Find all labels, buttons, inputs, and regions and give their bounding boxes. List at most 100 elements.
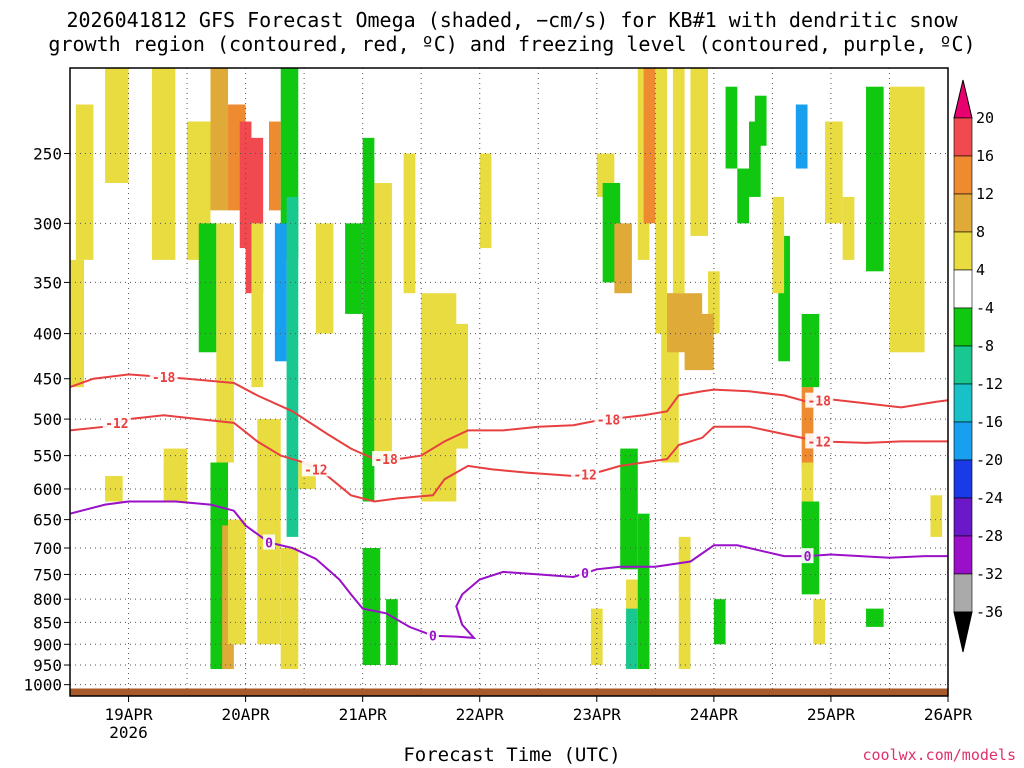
contour-label-minus12-0: -12 [105, 417, 128, 432]
omega-cell-40 [708, 271, 720, 334]
contour-label-zero-0: 0 [265, 536, 273, 551]
colorbar-swatch-3 [953, 193, 973, 233]
colorbar-swatch-13 [953, 573, 973, 613]
omega-cell-2 [105, 68, 129, 183]
omega-cell-8 [198, 223, 217, 353]
x-tick-label-24APR: 24APR [690, 705, 739, 724]
y-tick-label-1000: 1000 [23, 676, 62, 695]
colorbar-label-9: -20 [976, 451, 1003, 469]
colorbar-label-7: -12 [976, 375, 1003, 393]
colorbar-label-12: -32 [976, 565, 1003, 583]
y-tick-label-300: 300 [33, 214, 62, 233]
y-tick-label-950: 950 [33, 656, 62, 675]
colorbar-label-3: 8 [976, 223, 985, 241]
y-tick-label-650: 650 [33, 511, 62, 530]
x-tick-label-23APR: 23APR [573, 705, 622, 724]
omega-cell-15 [251, 223, 264, 388]
y-tick-label-250: 250 [33, 144, 62, 163]
colorbar-label-10: -24 [976, 489, 1003, 507]
y-tick-label-800: 800 [33, 590, 62, 609]
omega-cell-47 [801, 387, 814, 470]
contour-label-bg-minus12-1 [301, 461, 330, 477]
colorbar-swatch-10 [953, 459, 973, 499]
omega-cell-29 [386, 599, 398, 666]
omega-cell-5 [210, 68, 229, 211]
chart-title-line2: growth region (contoured, red, ºC) and f… [48, 32, 976, 56]
contour-label-minus18-1: -18 [374, 453, 398, 468]
omega-cell-38 [672, 68, 685, 294]
omega-cell-61 [637, 513, 650, 670]
colorbar-top-arrow [953, 79, 973, 119]
omega-cell-52 [825, 121, 843, 224]
credit-link[interactable]: coolwx.com/models [862, 746, 1016, 764]
colorbar-label-0: 20 [976, 109, 994, 127]
colorbar-swatch-2 [953, 155, 973, 195]
omega-cell-11 [269, 121, 281, 211]
contour-label-bg-minus18-0 [149, 369, 178, 385]
omega-cell-42 [684, 313, 714, 371]
omega-cell-24 [374, 182, 392, 463]
omega-cell-63 [678, 536, 691, 670]
omega-cell-20 [280, 548, 299, 670]
x-tick-label-26APR: 26APR [924, 705, 973, 724]
omega-cell-23 [362, 137, 375, 502]
omega-cell-9 [216, 223, 234, 463]
colorbar-swatch-8 [953, 383, 973, 423]
contour-label-zero-1: 0 [429, 630, 437, 645]
contour-label-bg-minus18-1 [372, 451, 401, 467]
contour-label-zero-3: 0 [804, 550, 812, 565]
x-axis-title: Forecast Time (UTC) [403, 744, 621, 766]
omega-cell-13 [286, 196, 299, 537]
colorbar-label-2: 12 [976, 185, 994, 203]
omega-cell-48 [801, 462, 814, 514]
omega-cell-59 [772, 196, 785, 294]
omega-cell-22 [345, 223, 363, 314]
x-tick-label-25APR: 25APR [807, 705, 856, 724]
colorbar-label-1: 16 [976, 147, 994, 165]
omega-cell-19 [257, 419, 281, 645]
omega-cell-28 [362, 548, 381, 666]
y-tick-label-500: 500 [33, 410, 62, 429]
colorbar-swatch-9 [953, 421, 973, 461]
colorbar-swatch-5 [953, 269, 973, 309]
omega-cell-46 [778, 235, 790, 362]
y-tick-label-900: 900 [33, 635, 62, 654]
x-tick-label-20APR: 20APR [222, 705, 271, 724]
omega-cell-25 [403, 153, 416, 294]
contour-label-minus12-1: -12 [304, 463, 327, 478]
contour-line-minus12 [69, 414, 948, 503]
omega-cell-35 [643, 68, 656, 224]
colorbar-swatch-11 [953, 497, 973, 537]
contour-layer: -18 -18 -18 -18 -12 -12 -12 -12 0 0 0 0 [69, 369, 949, 645]
contour-line-zero [69, 500, 948, 640]
colorbar-swatch-7 [953, 345, 973, 385]
y-tick-label-700: 700 [33, 539, 62, 558]
omega-cell-55 [889, 86, 925, 353]
colorbar: 20 16 12 8 4 -4 -8 -12 -16 -20 -24 -28 -32 -36 [953, 79, 1003, 653]
chart-title-line1: 2026041812 GFS Forecast Omega (shaded, −… [66, 8, 958, 32]
omega-cell-69 [754, 95, 767, 146]
omega-cell-58 [713, 599, 726, 645]
omega-cell-39 [690, 68, 709, 236]
colorbar-label-11: -28 [976, 527, 1003, 545]
y-tick-label-850: 850 [33, 613, 62, 632]
omega-cell-3 [151, 68, 176, 260]
colorbar-swatch-6 [953, 307, 973, 347]
contour-label-bg-minus12-2 [571, 466, 600, 482]
x-tick-label-19APR: 19APR [104, 705, 153, 724]
contour-label-minus12-3: -12 [807, 435, 830, 450]
omega-cell-65 [626, 608, 638, 670]
omega-cell-51 [813, 599, 826, 645]
colorbar-label-13: -36 [976, 603, 1003, 621]
omega-cell-70 [795, 104, 808, 169]
contour-label-bg-zero-0 [263, 534, 276, 550]
omega-shading-layer [70, 68, 943, 670]
contour-label-minus18-0: -18 [152, 371, 176, 386]
contour-label-zero-2: 0 [581, 567, 589, 582]
omega-cell-30 [479, 153, 492, 249]
contour-label-bg-zero-2 [579, 565, 592, 581]
x-tick-label-22APR: 22APR [456, 705, 505, 724]
contour-label-bg-zero-1 [426, 627, 439, 643]
contour-label-bg-minus18-3 [805, 392, 834, 408]
omega-cell-57 [866, 608, 884, 627]
